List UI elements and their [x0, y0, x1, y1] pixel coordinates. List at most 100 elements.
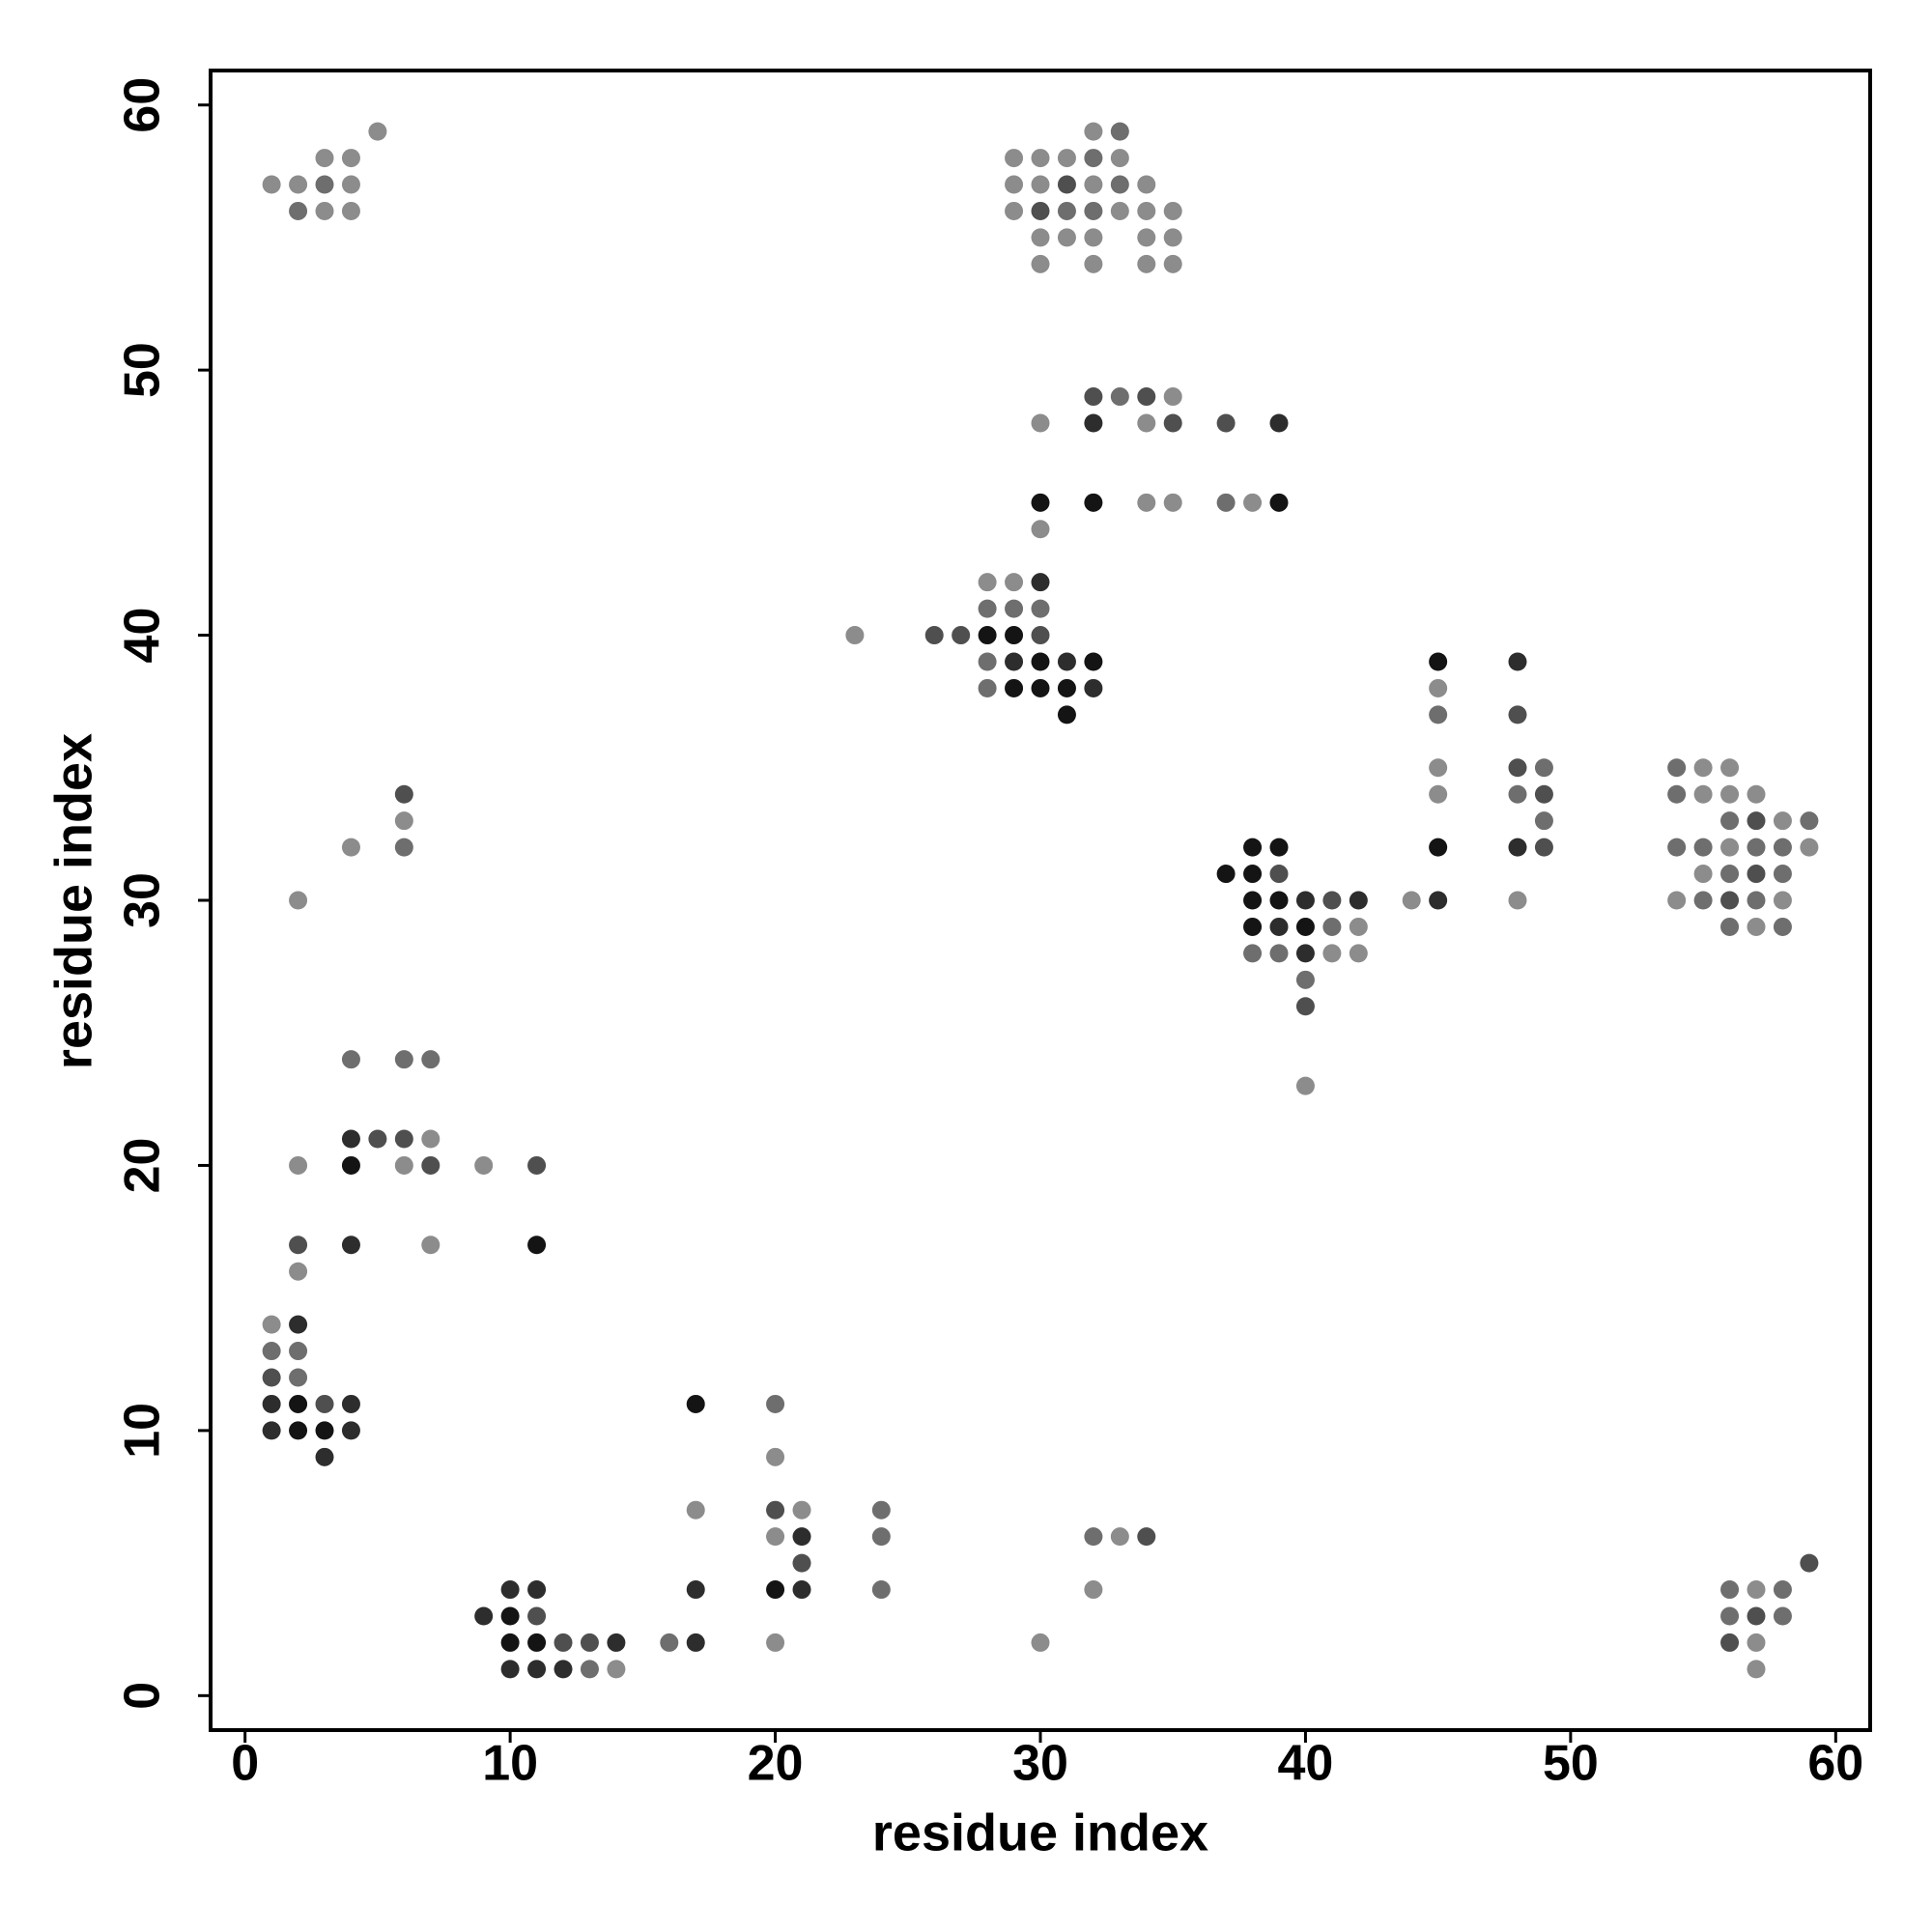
point — [1693, 784, 1713, 804]
point — [1110, 201, 1129, 220]
point — [527, 1660, 547, 1679]
point — [1720, 784, 1740, 804]
point — [289, 201, 308, 220]
point — [1110, 149, 1129, 168]
point — [1084, 149, 1103, 168]
point — [1508, 784, 1527, 804]
point — [1163, 493, 1182, 512]
point — [686, 1500, 705, 1520]
point — [1057, 228, 1076, 247]
point — [1295, 917, 1315, 936]
point — [1084, 493, 1103, 512]
point — [1720, 865, 1740, 884]
point — [1429, 705, 1448, 724]
point — [262, 1394, 281, 1413]
point — [1747, 1580, 1766, 1600]
point — [1057, 175, 1076, 194]
plot-frame — [209, 69, 1872, 1732]
point — [1216, 413, 1236, 433]
point — [1295, 944, 1315, 963]
point — [1137, 493, 1156, 512]
point — [289, 1155, 308, 1175]
point — [1269, 493, 1289, 512]
point — [1031, 413, 1050, 433]
point — [1508, 652, 1527, 671]
point — [1137, 254, 1156, 273]
point — [289, 1262, 308, 1281]
point — [1349, 917, 1368, 936]
point — [1216, 493, 1236, 512]
point — [1508, 838, 1527, 857]
point — [1243, 944, 1263, 963]
point — [421, 1129, 440, 1149]
point — [1693, 758, 1713, 778]
point — [474, 1155, 494, 1175]
point — [1084, 678, 1103, 697]
point — [607, 1633, 626, 1652]
point — [607, 1660, 626, 1679]
point — [289, 1394, 308, 1413]
point — [1084, 122, 1103, 141]
point — [394, 1129, 413, 1149]
point — [1295, 1076, 1315, 1095]
point — [1243, 917, 1263, 936]
point — [1057, 201, 1076, 220]
point — [686, 1633, 705, 1652]
point — [341, 1129, 360, 1149]
point — [978, 678, 997, 697]
point — [1031, 573, 1050, 592]
x-tick-label: 0 — [231, 1736, 259, 1792]
point — [1216, 865, 1236, 884]
point — [1534, 811, 1553, 831]
point — [527, 1236, 547, 1255]
point — [1005, 678, 1024, 697]
point — [1269, 917, 1289, 936]
point — [1429, 652, 1448, 671]
point — [766, 1580, 785, 1600]
point — [1773, 838, 1792, 857]
point — [289, 1368, 308, 1387]
point — [845, 626, 865, 645]
point — [527, 1155, 547, 1175]
point — [1031, 201, 1050, 220]
point — [554, 1660, 573, 1679]
point — [1005, 201, 1024, 220]
point — [1057, 149, 1076, 168]
point — [289, 175, 308, 194]
point — [1534, 838, 1553, 857]
point — [262, 1315, 281, 1334]
point — [1084, 228, 1103, 247]
point — [1534, 784, 1553, 804]
point — [1402, 891, 1421, 910]
point — [871, 1580, 891, 1600]
point — [262, 175, 281, 194]
point — [766, 1394, 785, 1413]
point — [1773, 1580, 1792, 1600]
point — [315, 175, 334, 194]
point — [1243, 865, 1263, 884]
y-tick-label: 60 — [115, 77, 171, 133]
point — [952, 626, 971, 645]
y-tick-label: 30 — [115, 872, 171, 928]
point — [1693, 865, 1713, 884]
point — [1005, 599, 1024, 618]
point — [1295, 891, 1315, 910]
point — [527, 1606, 547, 1626]
point — [1031, 493, 1050, 512]
point — [766, 1500, 785, 1520]
x-tick-label: 50 — [1543, 1736, 1599, 1792]
point — [1110, 387, 1129, 407]
point — [341, 1421, 360, 1440]
point — [580, 1633, 599, 1652]
point — [500, 1580, 520, 1600]
point — [1800, 1553, 1819, 1573]
point — [1269, 413, 1289, 433]
point — [978, 599, 997, 618]
point — [474, 1606, 494, 1626]
point — [1057, 678, 1076, 697]
point — [792, 1527, 811, 1547]
point — [394, 838, 413, 857]
point — [1057, 652, 1076, 671]
